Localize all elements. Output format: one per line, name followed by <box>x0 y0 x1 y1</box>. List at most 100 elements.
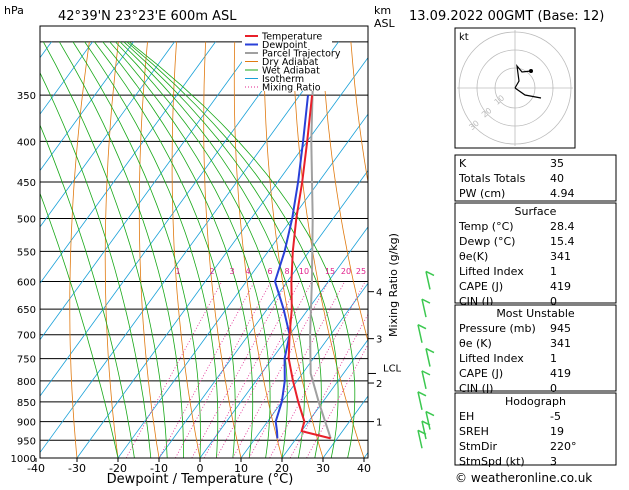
wind-barb <box>418 430 422 448</box>
pressure-tick-label: 550 <box>17 247 36 258</box>
wet-adiabat-line <box>120 42 304 458</box>
wind-barb <box>418 392 422 410</box>
km-tick-label: 1 <box>376 418 382 429</box>
mixing-ratio-label: 3 <box>229 267 234 276</box>
wet-adiabat-line <box>85 42 218 458</box>
table-row-value: -5 <box>550 410 561 423</box>
table-row-label: SREH <box>459 425 489 438</box>
hodograph-unit: kt <box>459 32 469 43</box>
km-tick-label: 2 <box>376 379 382 390</box>
isotherm-line <box>0 42 92 458</box>
dry-adiabat-line <box>105 42 118 458</box>
wet-adiabat-line <box>110 42 270 458</box>
wind-barb <box>426 271 430 289</box>
table-row-label: Pressure (mb) <box>459 322 536 335</box>
table-section-title: Hodograph <box>505 395 566 408</box>
mixing-ratio-label: 10 <box>299 267 309 276</box>
wind-barb <box>422 421 426 439</box>
table-row-value: 341 <box>550 250 571 263</box>
wet-adiabat-line <box>115 42 287 458</box>
table-row-value: 40 <box>550 172 564 185</box>
parcel-trajectory-line <box>310 42 331 439</box>
mixing-ratio-line <box>159 281 255 458</box>
pressure-tick-label: 850 <box>17 398 36 409</box>
pressure-tick-label: 400 <box>17 137 36 148</box>
pressure-tick-label: 500 <box>17 214 36 225</box>
km-tick-label: 3 <box>376 335 382 346</box>
table-row-label: Totals Totals <box>458 172 526 185</box>
table-row-label: StmDir <box>459 440 498 453</box>
x-tick-label: -40 <box>27 462 45 475</box>
table-row-label: K <box>459 157 467 170</box>
datetime-title: 13.09.2022 00GMT (Base: 12) <box>409 9 604 24</box>
hpa-unit-label: hPa <box>4 4 24 17</box>
isotherm-line <box>0 42 10 458</box>
wind-barb <box>418 325 422 343</box>
wet-adiabat-line <box>124 42 321 458</box>
km-tick-label: 4 <box>376 288 382 299</box>
dry-adiabat-line <box>70 42 90 458</box>
wet-adiabat-line <box>73 42 200 458</box>
legend-label: Mixing Ratio <box>262 83 321 94</box>
wet-adiabat-line <box>59 42 183 458</box>
table-row-value: 419 <box>550 280 571 293</box>
pressure-tick-label: 450 <box>17 178 36 189</box>
mixing-ratio-label: 2 <box>209 267 214 276</box>
table-row-value: 28.4 <box>550 220 575 233</box>
table-row-label: Dewp (°C) <box>459 235 515 248</box>
table-row-value: 1 <box>550 265 557 278</box>
table-row-label: θe (K) <box>459 337 492 350</box>
copyright-text: © weatheronline.co.uk <box>455 471 592 485</box>
mixing-ratio-line <box>249 281 345 458</box>
pressure-tick-label: 350 <box>17 91 36 102</box>
mixing-ratio-label: 4 <box>245 267 250 276</box>
hodograph-point <box>529 69 533 73</box>
dry-adiabat-line <box>172 42 200 458</box>
table-row-label: PW (cm) <box>459 187 505 200</box>
table-row-value: 19 <box>550 425 564 438</box>
mixing-ratio-label: 1 <box>175 267 180 276</box>
wind-barb <box>426 412 430 430</box>
table-row-value: 945 <box>550 322 571 335</box>
wind-barb <box>422 299 426 317</box>
pressure-tick-label: 700 <box>17 331 36 342</box>
table-row-label: EH <box>459 410 474 423</box>
table-row-label: Lifted Index <box>459 352 524 365</box>
mixing-ratio-axis-label: Mixing Ratio (g/kg) <box>387 233 400 337</box>
pressure-tick-label: 950 <box>17 436 36 447</box>
mixing-ratio-label: 6 <box>267 267 272 276</box>
x-tick-label: 30 <box>316 462 330 475</box>
dry-adiabat-line <box>293 42 364 458</box>
asl-unit-label: ASL <box>374 17 396 30</box>
pressure-tick-label: 650 <box>17 305 36 316</box>
table-row-value: 220° <box>550 440 577 453</box>
table-section-title: Most Unstable <box>496 307 575 320</box>
table-row-label: StmSpd (kt) <box>459 455 525 468</box>
pressure-tick-label: 600 <box>17 277 36 288</box>
lcl-label: LCL <box>383 363 402 374</box>
table-row-label: θe(K) <box>459 250 488 263</box>
mixing-ratio-line <box>233 281 329 458</box>
table-row-value: 35 <box>550 157 564 170</box>
table-row-value: 3 <box>550 455 557 468</box>
wind-barb <box>426 349 430 367</box>
pressure-tick-label: 750 <box>17 355 36 366</box>
isotherm-line <box>0 42 256 458</box>
table-row-label: CAPE (J) <box>459 367 503 380</box>
wet-adiabat-line <box>95 42 236 458</box>
mixing-ratio-line <box>126 281 222 458</box>
mixing-ratio-label: 25 <box>356 267 366 276</box>
x-axis-label: Dewpoint / Temperature (°C) <box>107 472 294 486</box>
pressure-tick-label: 800 <box>17 377 36 388</box>
table-row-value: 4.94 <box>550 187 575 200</box>
mixing-ratio-label: 8 <box>284 267 289 276</box>
x-tick-label: 40 <box>357 462 371 475</box>
wind-barbs <box>418 271 434 448</box>
table-row-label: Lifted Index <box>459 265 524 278</box>
table-section-title: Surface <box>515 205 557 218</box>
table-row-label: CAPE (J) <box>459 280 503 293</box>
